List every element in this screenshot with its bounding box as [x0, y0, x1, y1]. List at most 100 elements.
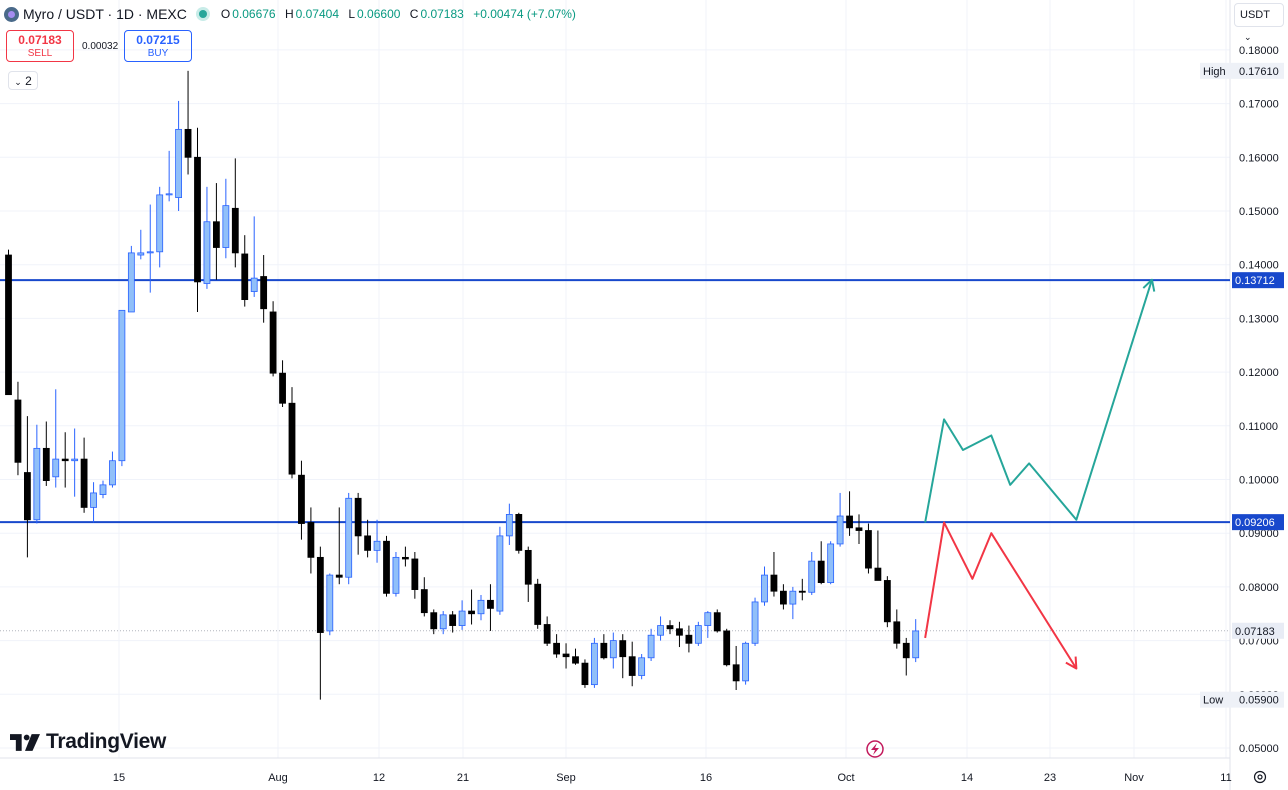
price-tick-label: 0.05000	[1239, 743, 1279, 755]
lightning-bolt	[871, 743, 879, 755]
tradingview-logo[interactable]: TradingView	[10, 730, 166, 754]
candle	[534, 578, 542, 629]
candle	[468, 589, 475, 625]
candle	[260, 255, 268, 323]
candle	[647, 628, 655, 662]
candle	[562, 643, 570, 669]
price-tick-label: 0.15000	[1239, 206, 1279, 218]
candle	[657, 616, 664, 641]
price-axis[interactable]: 0.050000.060000.070000.080000.090000.100…	[1200, 45, 1284, 755]
candle	[676, 621, 683, 648]
price-tick-label: 0.17000	[1239, 99, 1279, 111]
candle	[137, 229, 145, 260]
candle-body	[798, 590, 806, 593]
candle-body	[14, 399, 22, 463]
candle-body	[80, 458, 88, 508]
candle-body	[893, 621, 901, 644]
currency-label: USDT	[1240, 9, 1270, 21]
candle-body	[808, 560, 816, 593]
settings-gear-icon[interactable]	[1252, 769, 1268, 785]
candle-body	[184, 128, 192, 158]
candle-body	[496, 535, 504, 612]
candle-body	[61, 458, 69, 462]
low-value: 0.06600	[357, 7, 401, 21]
candle	[874, 530, 882, 581]
candle	[458, 600, 466, 630]
time-tick-label: Sep	[556, 772, 576, 784]
candle-body	[71, 458, 79, 462]
candle-body	[109, 460, 116, 486]
candle	[401, 546, 409, 567]
candle-body	[694, 625, 702, 644]
candle	[619, 634, 627, 679]
candle	[865, 523, 872, 574]
currency-select[interactable]: USDT ⌄	[1234, 3, 1284, 42]
candle	[846, 491, 853, 536]
buy-button[interactable]: 0.07215 BUY	[124, 30, 192, 62]
candle	[364, 519, 372, 558]
candle	[316, 546, 324, 700]
bullish-arrowhead[interactable]	[1142, 278, 1156, 292]
candle-body	[572, 656, 579, 664]
candle	[723, 628, 731, 667]
candle	[250, 216, 258, 297]
lightning-icon[interactable]	[866, 740, 884, 758]
candle	[761, 566, 768, 606]
candle	[713, 609, 721, 633]
candle-body	[732, 664, 740, 682]
candle-body	[676, 628, 683, 636]
candle-body	[307, 522, 315, 558]
candle	[883, 576, 891, 628]
horizontal-levels[interactable]	[0, 279, 1230, 524]
candle-body	[865, 530, 872, 569]
candle	[109, 451, 116, 488]
candle	[127, 245, 135, 313]
candle-body	[751, 601, 759, 644]
candle-body	[591, 642, 598, 686]
candle-body	[723, 630, 731, 666]
sell-button[interactable]: 0.07183 SELL	[6, 30, 74, 62]
candle-body	[279, 372, 286, 404]
time-axis[interactable]: 15 Aug 12 21 Sep 16 Oct 14 23 Nov 11	[113, 772, 1232, 784]
candle	[817, 541, 825, 585]
high-label: High	[1203, 66, 1226, 78]
projection-paths[interactable]	[924, 278, 1156, 670]
candle-body	[458, 610, 466, 626]
candle-body	[430, 612, 438, 630]
candle-body	[883, 580, 891, 623]
candle-body	[515, 514, 523, 551]
candle	[203, 186, 211, 289]
bearish-arrowhead[interactable]	[1065, 656, 1078, 670]
candle-body	[241, 253, 249, 301]
price-tick-label: 0.10000	[1239, 475, 1279, 487]
candle-body	[477, 599, 485, 615]
price-tick-label: 0.18000	[1239, 45, 1279, 57]
price-level-tag	[1232, 272, 1284, 289]
candle-body	[704, 612, 712, 626]
candle-body	[364, 535, 372, 551]
candle-body	[780, 590, 787, 605]
high-tag	[1200, 62, 1284, 79]
bearish-path[interactable]	[924, 521, 1078, 670]
candle	[751, 597, 759, 646]
spread-value: 0.00032	[82, 41, 119, 52]
candle-body	[269, 311, 277, 374]
candle	[33, 424, 41, 524]
chart-grid	[0, 0, 1231, 790]
candle	[704, 611, 712, 638]
indicators-toggle[interactable]: ⌄ 2	[8, 71, 38, 90]
lightning-circle	[866, 740, 884, 758]
candle	[392, 551, 400, 597]
candle-body	[354, 497, 362, 537]
candle	[23, 416, 31, 558]
candle	[42, 421, 50, 486]
candle-body	[439, 614, 447, 630]
candle	[780, 584, 787, 610]
candle-body	[42, 447, 50, 481]
symbol-header: Myro / USDT · 1D · MEXC O 0.06676 H 0.0740…	[4, 4, 582, 24]
bullish-path[interactable]	[924, 279, 1153, 523]
price-tick-label: 0.09000	[1239, 528, 1279, 540]
candle-body	[316, 556, 324, 633]
symbol-title[interactable]: Myro / USDT · 1D · MEXC	[23, 6, 187, 22]
